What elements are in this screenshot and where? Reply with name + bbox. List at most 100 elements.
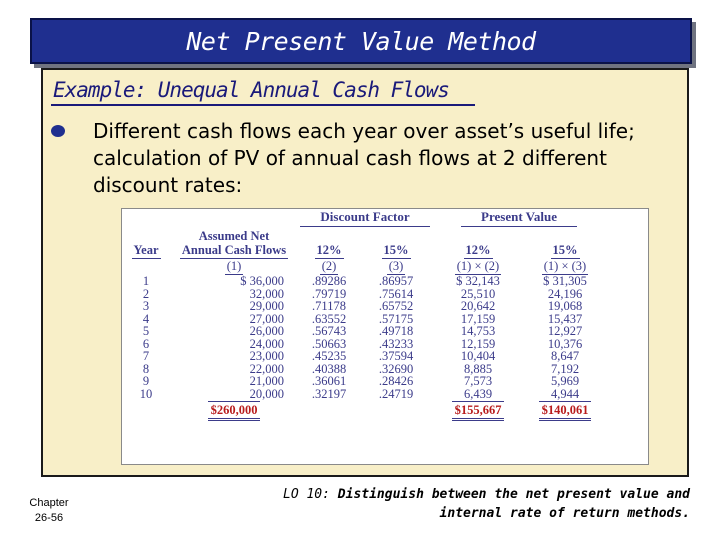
pv12-cell: $ 32,143 xyxy=(456,274,500,288)
year-cell: 10 xyxy=(139,386,153,401)
df12-cell: .45235 xyxy=(311,349,347,363)
table-row: 2 32,000 .79719 .75614 25,510 24,196 xyxy=(122,286,648,301)
table-row: 8 22,000 .40388 .32690 8,885 7,192 xyxy=(122,361,648,376)
pv12-cell: 12,159 xyxy=(460,336,496,351)
df15-cell: .57175 xyxy=(378,311,414,326)
table-row: 1 $ 36,000 .89286 .86957 $ 32,143 $ 31,3… xyxy=(122,275,648,288)
cash-flow-cell: 27,000 xyxy=(249,311,284,326)
df15-header: 15% xyxy=(381,243,411,259)
cash-flow-cell: 29,000 xyxy=(249,299,284,313)
slide-title: Net Present Value Method xyxy=(186,26,536,56)
total-pv15: $140,061 xyxy=(524,400,606,422)
table-row: 3 29,000 .71178 .65752 20,642 19,068 xyxy=(122,300,648,313)
learning-objective: LO 10: Distinguish between the net prese… xyxy=(250,485,690,523)
df15-cell: .37594 xyxy=(378,349,414,363)
df15-cell: .75614 xyxy=(378,286,414,301)
df12-cell: .79719 xyxy=(311,286,347,301)
column-number: (2) xyxy=(319,259,339,275)
pv12-cell: 7,573 xyxy=(463,374,493,388)
df15-cell: .65752 xyxy=(378,299,414,313)
pv15-cell: 5,969 xyxy=(550,374,580,388)
year-cell: 3 xyxy=(142,299,150,313)
cash-flow-cell: 23,000 xyxy=(249,349,284,363)
df12-cell: .32197 xyxy=(311,386,347,401)
column-number: (1) xyxy=(224,259,244,275)
total-cash-flow: $260,000 xyxy=(170,400,298,422)
pv15-cell: 4,944 xyxy=(550,386,580,401)
cash-flow-cell: 32,000 xyxy=(249,286,284,301)
pv12-cell: 8,885 xyxy=(463,361,493,376)
year-cell: 8 xyxy=(142,361,150,376)
slide-title-bar: Net Present Value Method xyxy=(30,18,692,64)
totals-row: $260,000 $155,667 $140,061 xyxy=(122,400,648,422)
year-header: Year xyxy=(131,243,161,259)
df15-cell: .32690 xyxy=(378,361,414,376)
column-number: (1) × (3) xyxy=(541,259,589,275)
pv15-cell: 12,927 xyxy=(547,324,583,338)
df12-cell: .56743 xyxy=(311,324,347,338)
pv15-cell: 10,376 xyxy=(547,336,583,351)
content-panel: Example: Unequal Annual Cash Flows Diffe… xyxy=(41,68,689,477)
bullet-text: Different cash flows each year over asse… xyxy=(93,119,635,197)
df15-cell: .49718 xyxy=(378,324,414,338)
pv12-cell: 25,510 xyxy=(460,286,496,301)
pv15-cell: 8,647 xyxy=(550,349,580,363)
chapter-word: Chapter xyxy=(29,497,69,509)
pv12-cell: 17,159 xyxy=(460,311,496,326)
pv12-cell: 6,439 xyxy=(463,386,493,401)
year-cell: 4 xyxy=(142,311,150,326)
pv15-cell: 7,192 xyxy=(550,361,580,376)
df15-cell: .43233 xyxy=(378,336,414,351)
cash-flow-cell: 26,000 xyxy=(249,324,284,338)
cash-flow-cell: 20,000 xyxy=(249,386,284,401)
df12-header: 12% xyxy=(314,243,344,259)
pv15-header: 15% xyxy=(550,243,580,259)
df15-cell: .28426 xyxy=(378,374,414,388)
df15-cell: .24719 xyxy=(378,386,414,401)
npv-table: Discount Factor Present Value Year Assum… xyxy=(122,209,648,422)
subtitle-underline xyxy=(51,104,475,106)
pv15-cell: $ 31,305 xyxy=(543,274,587,288)
year-cell: 7 xyxy=(142,349,150,363)
year-cell: 1 xyxy=(142,274,150,288)
pv12-cell: 14,753 xyxy=(460,324,496,338)
pv12-cell: 20,642 xyxy=(460,299,496,313)
total-pv12: $155,667 xyxy=(432,400,524,422)
pv15-cell: 15,437 xyxy=(547,311,583,326)
present-value-header: Present Value xyxy=(432,209,606,227)
lo-text: Distinguish between the net present valu… xyxy=(337,487,690,521)
discount-factor-header: Discount Factor xyxy=(298,209,432,227)
table-row: 7 23,000 .45235 .37594 10,404 8,647 xyxy=(122,350,648,363)
npv-table-panel: Discount Factor Present Value Year Assum… xyxy=(121,208,649,465)
slide-subtitle: Example: Unequal Annual Cash Flows xyxy=(53,78,450,102)
df15-cell: .86957 xyxy=(378,274,414,288)
df12-cell: .50663 xyxy=(311,336,347,351)
pv15-cell: 19,068 xyxy=(547,299,583,313)
df12-cell: .40388 xyxy=(311,361,347,376)
df12-cell: .36061 xyxy=(311,374,347,388)
bullet-icon xyxy=(51,125,65,137)
lo-label: LO 10: xyxy=(283,487,330,502)
df12-cell: .63552 xyxy=(311,311,347,326)
table-row: 6 24,000 .50663 .43233 12,159 10,376 xyxy=(122,336,648,351)
table-row: 4 27,000 .63552 .57175 17,159 15,437 xyxy=(122,311,648,326)
df12-cell: .89286 xyxy=(311,274,347,288)
column-number: (3) xyxy=(386,259,406,275)
pv12-cell: 10,404 xyxy=(460,349,496,363)
cash-flow-cell: 21,000 xyxy=(249,374,284,388)
table-row: 9 21,000 .36061 .28426 7,573 5,969 xyxy=(122,375,648,388)
cash-flow-cell: 24,000 xyxy=(249,336,284,351)
column-number: (1) × (2) xyxy=(454,259,502,275)
year-cell: 5 xyxy=(142,324,150,338)
pv12-header: 12% xyxy=(463,243,493,259)
pv15-cell: 24,196 xyxy=(547,286,583,301)
chapter-label: Chapter 26-56 xyxy=(14,496,84,526)
table-row: 10 20,000 .32197 .24719 6,439 4,944 xyxy=(122,386,648,401)
year-cell: 9 xyxy=(142,374,150,388)
df12-cell: .71178 xyxy=(312,299,346,313)
chapter-number: 26-56 xyxy=(34,512,64,524)
cash-flow-cell: $ 36,000 xyxy=(240,274,284,288)
table-row: 5 26,000 .56743 .49718 14,753 12,927 xyxy=(122,325,648,338)
cash-flow-cell: 22,000 xyxy=(249,361,284,376)
cash-flows-header: Assumed Net Annual Cash Flows xyxy=(179,229,289,259)
